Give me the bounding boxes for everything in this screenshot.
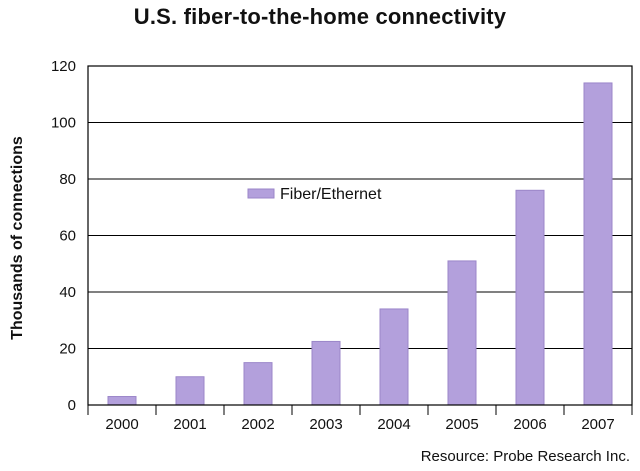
bar-2003 (311, 340, 341, 406)
y-tick-label: 80 (59, 171, 76, 188)
x-tick-label: 2002 (241, 416, 274, 433)
legend-swatch (247, 188, 275, 199)
x-tick-label: 2001 (173, 416, 206, 433)
x-tick-label: 2006 (513, 416, 546, 433)
y-tick-label: 60 (59, 228, 76, 245)
chart-title: U.S. fiber-to-the-home connectivity (133, 4, 507, 29)
x-tick-label: 2000 (105, 416, 138, 433)
x-tick-label: 2005 (445, 416, 478, 433)
x-tick-label: 2004 (377, 416, 410, 433)
y-tick-label: 40 (59, 284, 76, 301)
y-tick-label: 0 (68, 397, 76, 414)
y-tick-label: 120 (51, 58, 76, 75)
legend: Fiber/Ethernet (247, 186, 382, 203)
bar-2004 (379, 308, 409, 406)
y-tick-labels: 0 20 40 60 80 100 120 (51, 58, 76, 414)
bar-2002 (243, 362, 273, 406)
y-tick-label: 20 (59, 341, 76, 358)
legend-label: Fiber/Ethernet (280, 186, 382, 203)
bar-2001 (175, 376, 205, 406)
source-note: Resource: Probe Research Inc. (420, 448, 630, 465)
y-tick-label: 100 (51, 115, 76, 132)
gridlines (88, 65, 632, 349)
x-tick-label: 2003 (309, 416, 342, 433)
bars (107, 82, 613, 406)
bar-2007 (583, 82, 613, 406)
bar-2005 (447, 260, 477, 406)
axes (87, 65, 633, 415)
x-tick-labels: 2000 2001 2002 2003 2004 2005 2006 2007 (105, 416, 614, 433)
bar-2000 (107, 396, 137, 406)
x-tick-label: 2007 (581, 416, 614, 433)
bar-2006 (515, 189, 545, 406)
